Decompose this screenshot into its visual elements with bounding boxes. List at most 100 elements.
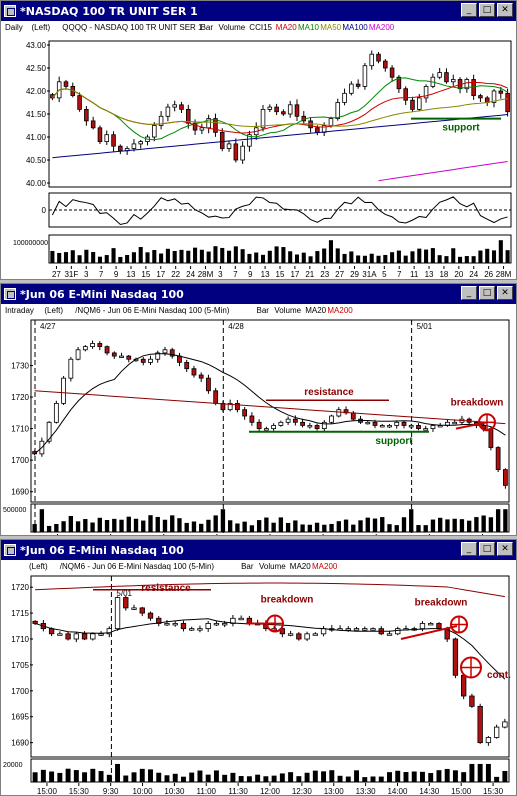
- candle: [111, 352, 117, 357]
- y-tick-label: 1720: [11, 393, 29, 402]
- intraday-chart[interactable]: Intraday (Left) /NQM6 - Jun 06 E-Mini Nasd…: [1, 304, 516, 535]
- intraday-chart-window: *Jun 06 E-Mini Nasdaq 100 _ □ ✕ Intraday…: [0, 283, 517, 536]
- volume-bar: [220, 509, 226, 532]
- volume-bar: [91, 252, 96, 263]
- date-label: 4/28: [228, 322, 244, 331]
- volume-bar: [260, 254, 266, 263]
- volume-bar: [345, 776, 351, 782]
- volume-bar: [177, 518, 182, 532]
- volume-bar: [485, 248, 490, 263]
- y-tick-label: 1715: [11, 609, 29, 618]
- y-tick-label: 1690: [11, 739, 29, 748]
- volume-bar: [184, 522, 189, 532]
- candle: [505, 92, 510, 113]
- volume-bar: [115, 763, 121, 782]
- x-tick-label: 27: [335, 270, 344, 279]
- volume-bar: [106, 774, 112, 782]
- y-tick-label: 1695: [11, 713, 29, 722]
- volume-bar: [213, 515, 218, 532]
- volume-bar: [65, 768, 71, 782]
- candle: [177, 355, 182, 363]
- y-tick-label: 43.00: [26, 41, 47, 50]
- indicator-label: Bar: [201, 23, 214, 32]
- ma200-line: [378, 160, 508, 182]
- close-button[interactable]: ✕: [497, 542, 513, 556]
- x-tick-label: 7: [233, 270, 238, 279]
- volume-bar: [39, 509, 45, 532]
- maximize-button[interactable]: □: [479, 286, 495, 300]
- volume-bar: [278, 517, 284, 532]
- volume-bar: [428, 773, 434, 782]
- maximize-button[interactable]: □: [479, 3, 495, 17]
- candle: [495, 447, 501, 471]
- y-tick-label: 42.00: [26, 87, 47, 96]
- candle: [32, 620, 38, 624]
- candle: [349, 83, 354, 94]
- x-tick-label: 21: [305, 270, 314, 279]
- candle: [90, 633, 96, 640]
- title-bar[interactable]: *Jun 06 E-Mini Nasdaq 100 _ □ ✕: [1, 284, 516, 304]
- ma200-line: [35, 582, 505, 598]
- volume-bar: [267, 250, 272, 263]
- volume-bar: [485, 763, 491, 782]
- volume-bar: [301, 252, 306, 263]
- volume-bar: [383, 254, 388, 263]
- maximize-button[interactable]: □: [479, 542, 495, 556]
- title-bar[interactable]: *NASDAQ 100 TR UNIT SER 1 _ □ ✕: [1, 1, 516, 21]
- candle: [278, 421, 284, 426]
- minimize-button[interactable]: _: [461, 286, 477, 300]
- volume-bar: [206, 519, 211, 532]
- x-tick-label: 17: [290, 270, 299, 279]
- volume-bar: [84, 249, 89, 263]
- volume-bar: [328, 240, 333, 263]
- date-label: 4/27: [40, 322, 56, 331]
- symbol-label: /NQM6 - Jun 06 E-Mini Nasdaq 100 (5-Min): [75, 306, 230, 315]
- volume-bar: [394, 525, 399, 532]
- x-tick-label: 15:00: [451, 787, 472, 795]
- volume-bar: [351, 524, 356, 532]
- volume-bar: [172, 773, 178, 782]
- candle: [452, 421, 458, 425]
- candle: [370, 628, 376, 631]
- daily-chart[interactable]: Daily (Left) QQQQ - NASDAQ 100 TR UNIT SER…: [1, 21, 516, 279]
- candle: [353, 628, 360, 631]
- x-tick-label: 28M: [198, 270, 214, 279]
- candle: [396, 76, 402, 90]
- chart-window-icon[interactable]: [4, 544, 16, 556]
- indicator-label: Bar: [257, 306, 270, 315]
- volume-bar: [403, 255, 408, 263]
- window-title: *Jun 06 E-Mini Nasdaq 100: [20, 287, 184, 301]
- candle: [165, 106, 171, 117]
- minimize-button[interactable]: _: [461, 3, 477, 17]
- candle: [315, 127, 320, 133]
- candle: [450, 79, 456, 83]
- x-tick-label: 5: [382, 270, 387, 279]
- chart-window-icon[interactable]: [4, 288, 16, 300]
- volume-bar: [46, 525, 52, 532]
- close-button[interactable]: ✕: [497, 286, 513, 300]
- candle: [169, 349, 175, 357]
- candle: [493, 726, 500, 738]
- title-bar[interactable]: *Jun 06 E-Mini Nasdaq 100 _ □ ✕: [1, 540, 516, 560]
- close-button[interactable]: ✕: [497, 3, 513, 17]
- x-tick-label: 12:00: [260, 787, 281, 795]
- volume-bar: [401, 517, 407, 532]
- volume-bar: [32, 524, 37, 532]
- candle: [271, 628, 277, 631]
- volume-bar: [380, 517, 385, 532]
- volume-bar: [247, 253, 252, 263]
- ma20-line: [34, 353, 506, 455]
- volume-bar: [82, 772, 88, 782]
- candle: [423, 86, 429, 99]
- minimize-button[interactable]: _: [461, 542, 477, 556]
- volume-bar: [314, 522, 320, 532]
- volume-bar: [503, 509, 508, 532]
- candle: [233, 143, 239, 161]
- volume-bar: [436, 770, 442, 782]
- volume-bar: [162, 519, 168, 532]
- intraday-zoom-chart[interactable]: (Left) /NQM6 - Jun 06 E-Mini Nasdaq 100 (…: [1, 560, 516, 795]
- chart-window-icon[interactable]: [4, 5, 16, 17]
- volume-bar: [464, 256, 469, 263]
- scale-label: (Left): [29, 562, 48, 571]
- x-tick-label: 13:30: [356, 787, 377, 795]
